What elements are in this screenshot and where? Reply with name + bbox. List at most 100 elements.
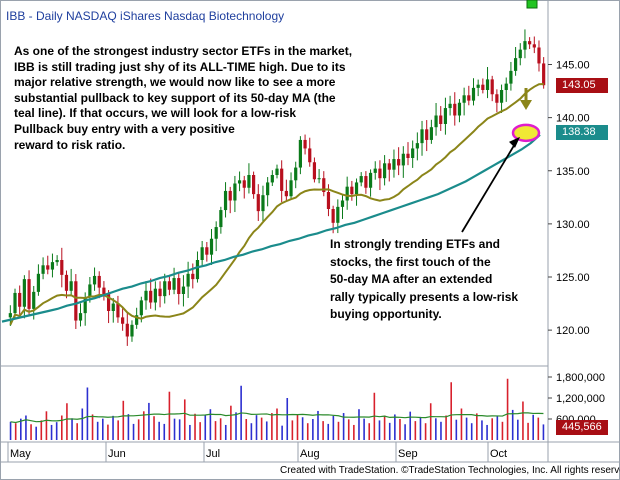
volume-tag: 445,566 [556,420,608,435]
annotation-side-line: In strongly trending ETFs and [330,237,501,251]
candle-body [32,291,36,309]
volume-tick-label: 1,200,000 [556,393,605,405]
candle-body [266,182,270,196]
candle-body [22,279,26,307]
candle-body [457,102,462,116]
candle-body [481,84,485,90]
candle-body [537,47,541,64]
ma50-line [1,134,541,323]
candle-body [27,279,31,309]
candle-body [523,41,527,50]
candle-body [88,284,92,298]
candle-body [439,115,443,124]
candle-body [149,290,153,303]
annotation-main-line: substantial pullback to key support of i… [14,90,336,105]
callout-arrow-head [509,136,520,148]
annotation-main-line: Pullback buy entry with a very positive [14,121,235,136]
candle-body [111,303,115,311]
candle-body [247,175,251,188]
candle-body [495,94,499,103]
candle-body [434,115,438,128]
candle-body [509,70,513,84]
candle-body [167,281,171,290]
candle-body [378,168,382,179]
candle-body [41,265,45,274]
annotation-side-line: rally typically presents a low-risk [330,289,519,304]
candle-body [462,95,466,103]
price-tick-label: 135.00 [556,166,590,178]
candle-body [368,172,373,188]
price-tick-label: 130.00 [556,219,590,231]
candle-body [406,153,410,158]
candle-body [471,87,476,101]
candle-body [401,153,405,166]
marker-bar [526,0,538,9]
candle-body [92,275,97,285]
annotation-main-line: teal line). If that occurs, we will look… [14,106,297,121]
candle-body [83,297,87,314]
candle-body [74,281,78,321]
candle-body [340,200,345,207]
candle-body [252,175,256,195]
candle-body [280,168,284,191]
annotation-side-line: stocks, the first touch of the [330,254,491,269]
candle-body [350,186,354,195]
candle-body [284,190,288,197]
candle-body [354,182,359,195]
down-arrow-head [520,100,532,110]
ma-short-line [9,83,544,326]
candle-body [448,103,452,109]
ma50-price-tag: 138.38 [556,125,608,140]
candle-body [485,79,490,90]
candle-body [528,41,532,45]
annotation-main: As one of the strongest industry sector … [14,44,394,153]
candle-body [331,209,335,223]
annotation-main-line: reward to risk ratio. [14,137,126,152]
candle-body [8,313,12,318]
candle-body [289,180,293,197]
candle-body [18,292,22,307]
volume-ma-line [10,412,544,424]
candle-body [209,238,214,255]
candle-body [312,162,317,180]
support-highlight [511,123,541,143]
month-label: Sep [398,448,418,460]
month-label: Oct [490,448,507,460]
candle-body [294,167,298,181]
candle-body [392,159,396,170]
candle-body [13,292,17,314]
annotation-side-line: buying opportunity. [330,307,442,321]
candle-body [69,281,73,291]
candle-body [504,83,508,90]
candle-body [223,190,228,211]
candle-body [532,44,536,48]
candle-body [373,168,377,173]
candle-body [490,79,494,95]
candle-body [46,265,50,270]
candle-body [163,281,167,297]
candle-body [237,180,242,184]
price-tick-label: 120.00 [556,325,590,337]
footer-credit: Created with TradeStation. ©TradeStation… [280,465,620,476]
candle-body [429,127,433,140]
month-label: Jul [206,448,220,460]
annotation-side: In strongly trending ETFs and stocks, the… [330,236,580,324]
candle-body [308,148,312,163]
candle-body [125,323,129,337]
candle-body [135,315,139,325]
candle-body [415,143,419,149]
candle-body [121,317,125,324]
candle-body [397,159,401,166]
chart-title: IBB - Daily NASDAQ iShares Nasdaq Biotec… [6,9,285,23]
candle-body [36,273,41,292]
candle-body [50,262,55,270]
candle-body [518,49,522,59]
annotation-side-line: 50-day MA after an extended [330,272,493,286]
candle-body [219,210,223,228]
candle-body [214,227,218,239]
candle-body [102,287,106,294]
candle-body [326,192,331,209]
candle-body [411,148,415,158]
candle-body [336,206,340,223]
candle-body [364,176,368,188]
